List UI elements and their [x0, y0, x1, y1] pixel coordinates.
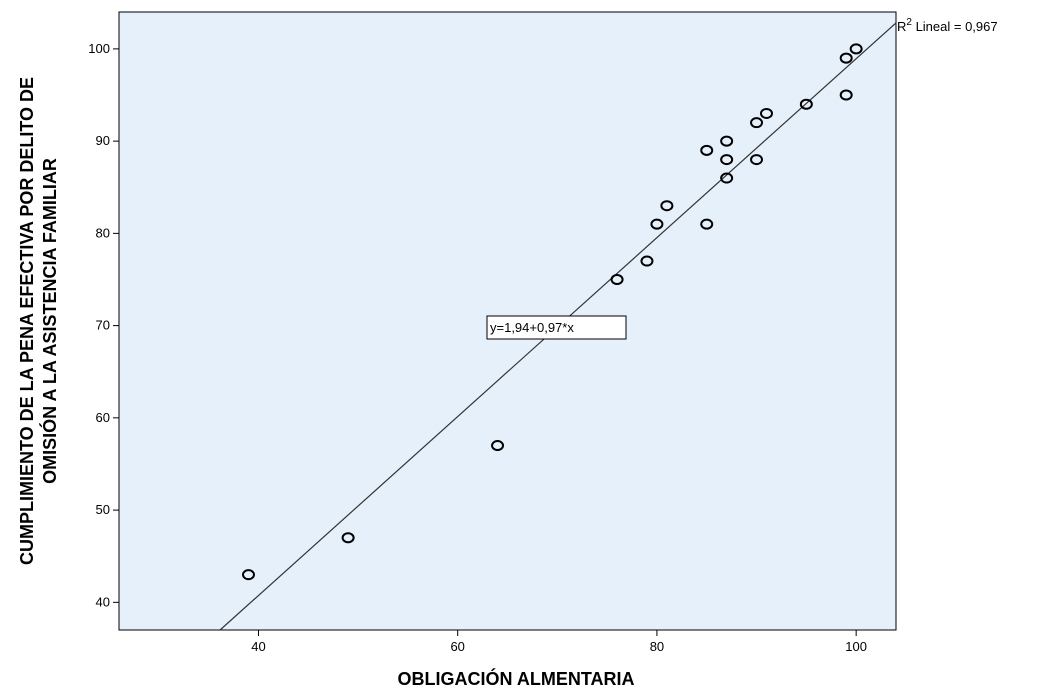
r2-prefix: R — [897, 19, 906, 34]
data-point — [341, 532, 355, 544]
y-axis-ticks: 40 50 60 70 80 90 100 — [88, 41, 119, 609]
data-point — [750, 154, 764, 166]
y-tick-label: 80 — [96, 225, 110, 240]
data-point — [640, 255, 654, 267]
y-tick-label: 40 — [96, 594, 110, 609]
data-point — [720, 154, 734, 166]
x-axis-title: OBLIGACIÓN ALMENTARIA — [398, 668, 635, 689]
data-points — [242, 43, 863, 581]
data-point — [650, 218, 664, 230]
x-tick-label: 60 — [450, 639, 464, 654]
x-tick-label: 40 — [251, 639, 265, 654]
equation-label: y=1,94+0,97*x — [490, 320, 574, 335]
data-point — [700, 218, 714, 230]
x-tick-label: 80 — [650, 639, 664, 654]
data-point — [760, 107, 773, 119]
r2-annotation: R2 Lineal = 0,967 — [897, 17, 998, 34]
data-point — [660, 200, 674, 212]
y-axis-title-line-2: OMISIÓN A LA ASISTENCIA FAMILIAR — [39, 158, 60, 484]
data-point — [720, 135, 734, 147]
r2-suffix: Lineal = 0,967 — [912, 19, 998, 34]
y-tick-label: 100 — [88, 41, 110, 56]
y-tick-label: 50 — [96, 502, 110, 517]
y-tick-label: 90 — [96, 133, 110, 148]
equation-annotation: y=1,94+0,97*x — [486, 315, 627, 340]
data-point — [720, 172, 734, 184]
x-tick-label: 100 — [845, 639, 867, 654]
data-point — [242, 569, 255, 581]
data-point — [700, 144, 714, 156]
equation-box — [486, 315, 627, 340]
x-axis-ticks: 40 60 80 100 — [251, 630, 867, 654]
y-tick-label: 60 — [96, 410, 110, 425]
data-point — [839, 52, 853, 64]
r2-superscript: 2 — [906, 17, 912, 28]
y-tick-label: 70 — [96, 318, 110, 333]
data-point — [839, 89, 853, 101]
data-point — [610, 273, 624, 285]
y-axis-title-line-1: CUMPLIMIENTO DE LA PENA EFECTIVA POR DEL… — [17, 77, 37, 565]
data-point — [849, 43, 863, 55]
data-point — [799, 98, 813, 110]
data-point — [491, 440, 505, 452]
data-point — [750, 117, 764, 129]
